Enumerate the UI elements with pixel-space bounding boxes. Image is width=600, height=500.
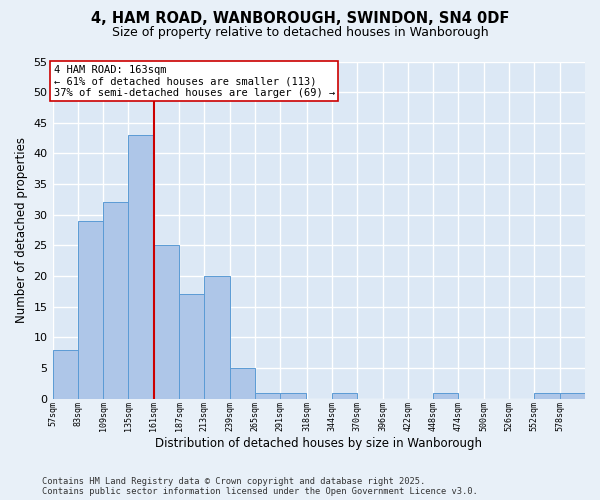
Y-axis label: Number of detached properties: Number of detached properties [15,137,28,323]
Bar [535,392,560,398]
Bar [332,392,357,398]
Bar [433,392,458,398]
Text: Size of property relative to detached houses in Wanborough: Size of property relative to detached ho… [112,26,488,39]
Bar [179,294,205,399]
Text: Contains HM Land Registry data © Crown copyright and database right 2025.
Contai: Contains HM Land Registry data © Crown c… [42,476,478,496]
Bar [205,276,230,398]
Bar [255,392,280,398]
Bar [230,368,255,398]
Bar [103,202,128,398]
Bar [154,246,179,398]
Text: 4 HAM ROAD: 163sqm
← 61% of detached houses are smaller (113)
37% of semi-detach: 4 HAM ROAD: 163sqm ← 61% of detached hou… [53,64,335,98]
Text: 4, HAM ROAD, WANBOROUGH, SWINDON, SN4 0DF: 4, HAM ROAD, WANBOROUGH, SWINDON, SN4 0D… [91,11,509,26]
Bar [280,392,305,398]
Bar [128,135,154,398]
Bar [560,392,585,398]
Bar [53,350,78,399]
Bar [78,221,103,398]
X-axis label: Distribution of detached houses by size in Wanborough: Distribution of detached houses by size … [155,437,482,450]
